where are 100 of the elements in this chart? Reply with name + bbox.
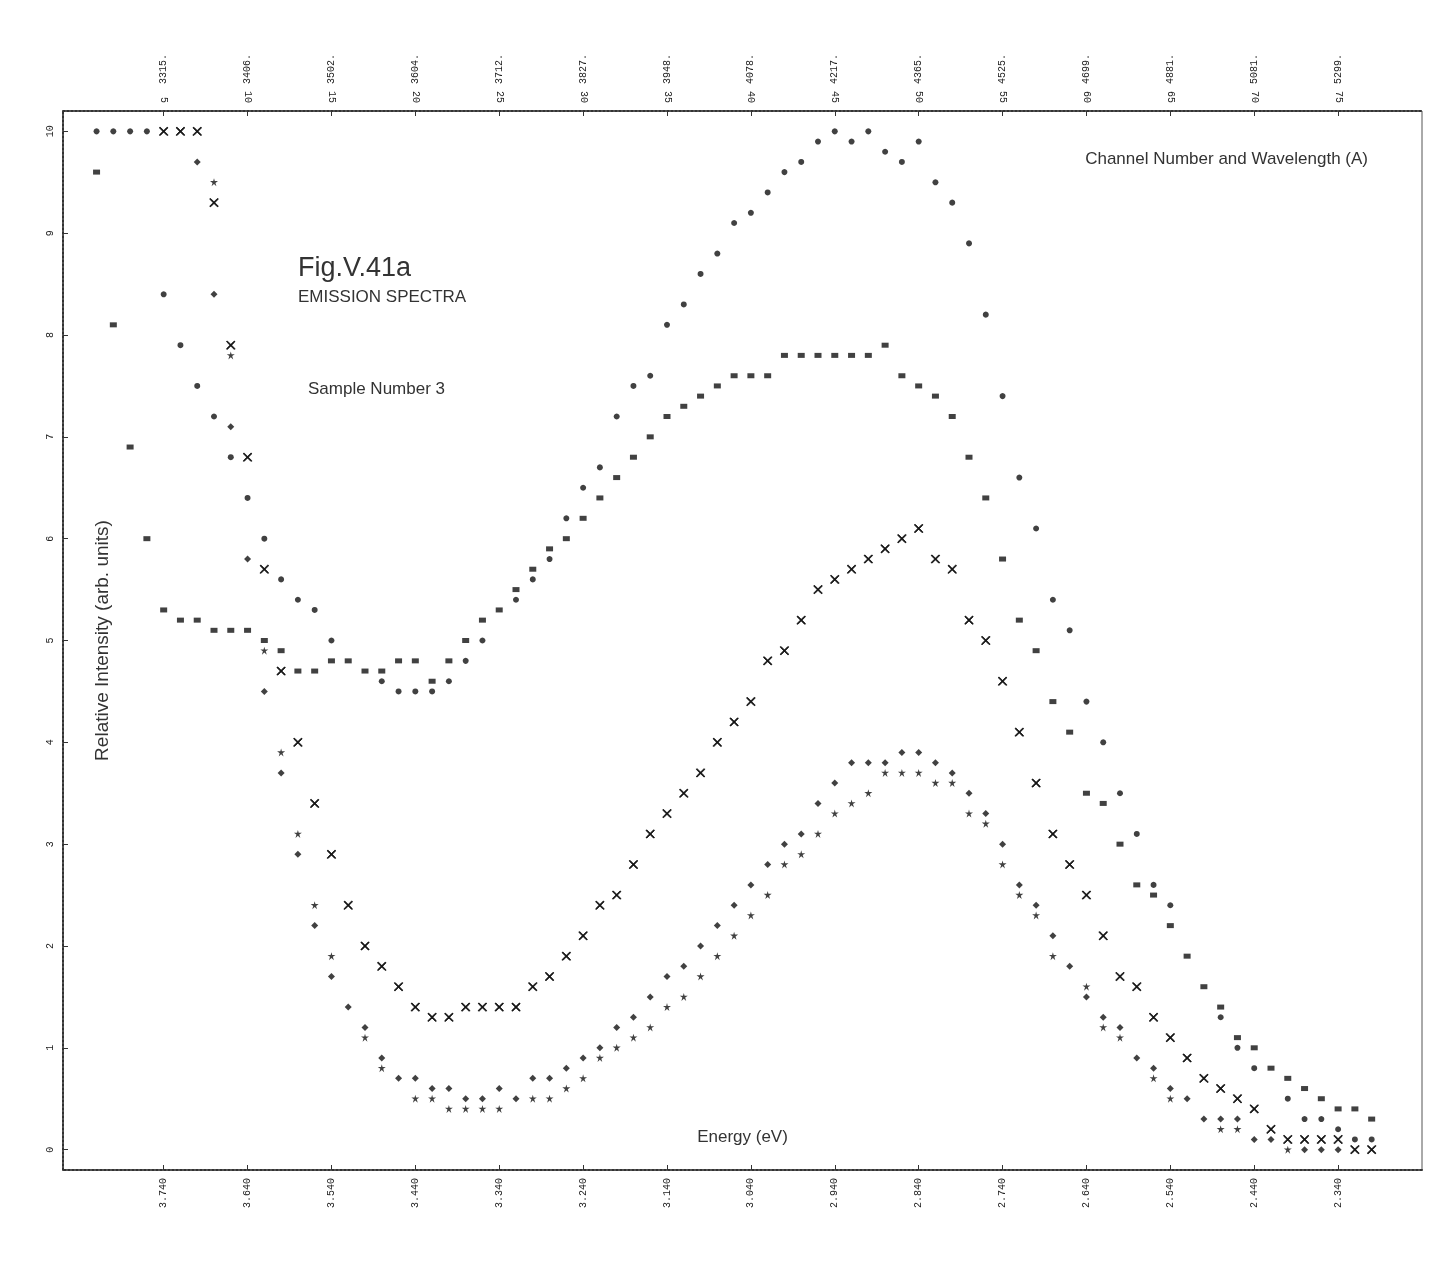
x2-axis-title: Channel Number and Wavelength (A) xyxy=(1085,149,1369,168)
point xyxy=(327,952,336,961)
point xyxy=(1149,1074,1158,1083)
x-axis-title: Energy (eV) xyxy=(697,1127,788,1146)
y-tick-label: 0 xyxy=(44,1146,56,1153)
point xyxy=(881,768,890,777)
x-tick-label: 3.640 xyxy=(242,1178,254,1209)
y-tick-label: 4 xyxy=(44,739,56,746)
y-tick-label: 3 xyxy=(44,841,56,848)
point xyxy=(1015,891,1024,900)
point xyxy=(595,1053,604,1062)
x-tick-label: 2.640 xyxy=(1080,1178,1092,1209)
point xyxy=(562,1084,571,1093)
point xyxy=(310,901,319,910)
point xyxy=(428,1094,437,1103)
text: 3712. xyxy=(493,53,505,84)
x2-tick-label: 15 xyxy=(325,90,337,103)
y-tick-label: 10 xyxy=(44,125,56,138)
text: 3604. xyxy=(409,53,421,84)
point xyxy=(579,1074,588,1083)
point xyxy=(1216,1125,1225,1134)
point xyxy=(998,860,1007,869)
point xyxy=(847,799,856,808)
text: 4078. xyxy=(745,53,757,84)
text: 3827. xyxy=(577,53,589,84)
y-tick-label: 5 xyxy=(44,637,56,644)
text: 4699. xyxy=(1080,53,1092,84)
point xyxy=(814,829,822,838)
text: 3502. xyxy=(325,53,337,84)
point xyxy=(679,992,688,1001)
x-tick-label: 3.140 xyxy=(661,1178,673,1209)
point xyxy=(763,891,772,900)
text: 4881. xyxy=(1164,53,1176,84)
x2-tick-label: 40 xyxy=(745,90,757,103)
point xyxy=(226,351,235,360)
x2-tick-label: 45 xyxy=(829,90,841,103)
x-tick-label: 3.540 xyxy=(325,1178,337,1209)
point xyxy=(361,1033,369,1042)
x2-tick-label: 35 xyxy=(661,90,673,103)
point xyxy=(629,1033,638,1042)
x-tick-label: 3.440 xyxy=(409,1178,421,1209)
y-tick-label: 9 xyxy=(44,230,56,237)
text: EMISSION SPECTRA xyxy=(298,287,467,306)
x2-tick-label: 5 xyxy=(158,96,170,103)
point xyxy=(528,1094,537,1103)
point xyxy=(1283,1145,1292,1154)
y-tick-label: 8 xyxy=(44,332,56,339)
point xyxy=(965,809,973,818)
point xyxy=(293,829,302,838)
x2-tick-label: 10 xyxy=(242,90,254,103)
point xyxy=(1233,1125,1242,1134)
text: 5299. xyxy=(1332,53,1344,84)
point xyxy=(730,931,739,940)
x-tick-label: 3.340 xyxy=(493,1178,505,1209)
point xyxy=(1116,1033,1124,1042)
point xyxy=(1099,1023,1108,1032)
point xyxy=(478,1104,487,1113)
point xyxy=(210,178,218,187)
y-tick-label: 1 xyxy=(44,1044,56,1051)
point xyxy=(780,860,789,869)
x-tick-label: 3.040 xyxy=(745,1178,757,1209)
x-tick-label: 3.740 xyxy=(158,1178,170,1209)
y-axis-title: Relative Intensity (arb. units) xyxy=(91,520,112,761)
y-tick-label: 2 xyxy=(44,942,56,949)
text: 4217. xyxy=(829,53,841,84)
point xyxy=(696,972,705,981)
point xyxy=(931,779,940,788)
x-tick-label: 2.340 xyxy=(1332,1178,1344,1209)
text: Fig.V.41a xyxy=(298,251,413,282)
text: 3315. xyxy=(158,53,170,84)
point xyxy=(1032,911,1041,920)
x2-tick-label: 60 xyxy=(1080,90,1092,103)
point xyxy=(461,1104,470,1113)
point xyxy=(713,952,722,961)
text: 3406. xyxy=(242,53,254,84)
x-tick-label: 2.440 xyxy=(1248,1178,1260,1209)
point xyxy=(981,819,990,828)
point xyxy=(830,809,839,818)
x2-tick-label: 30 xyxy=(577,90,589,103)
point xyxy=(797,850,806,859)
point xyxy=(444,1104,453,1113)
point xyxy=(377,1064,386,1073)
x2-tick-label: 20 xyxy=(409,90,421,103)
text: 4365. xyxy=(913,53,925,84)
x2-tick-label: 25 xyxy=(493,90,505,103)
x2-tick-label: 55 xyxy=(997,90,1009,103)
x2-tick-label: 50 xyxy=(913,90,925,103)
x-tick-label: 2.940 xyxy=(829,1178,841,1209)
y-tick-label: 6 xyxy=(44,535,56,542)
annotation: Sample Number 3 xyxy=(308,379,446,398)
x2-tick-label: 65 xyxy=(1164,90,1176,103)
text: 4525. xyxy=(997,53,1009,84)
point xyxy=(663,1003,671,1012)
x-tick-label: 2.540 xyxy=(1164,1178,1176,1209)
point xyxy=(277,748,286,757)
x2-tick-label: 75 xyxy=(1332,90,1344,103)
x-tick-label: 2.740 xyxy=(997,1178,1009,1209)
point xyxy=(746,911,755,920)
y-tick-label: 7 xyxy=(44,433,56,440)
text: 5081. xyxy=(1248,53,1260,84)
